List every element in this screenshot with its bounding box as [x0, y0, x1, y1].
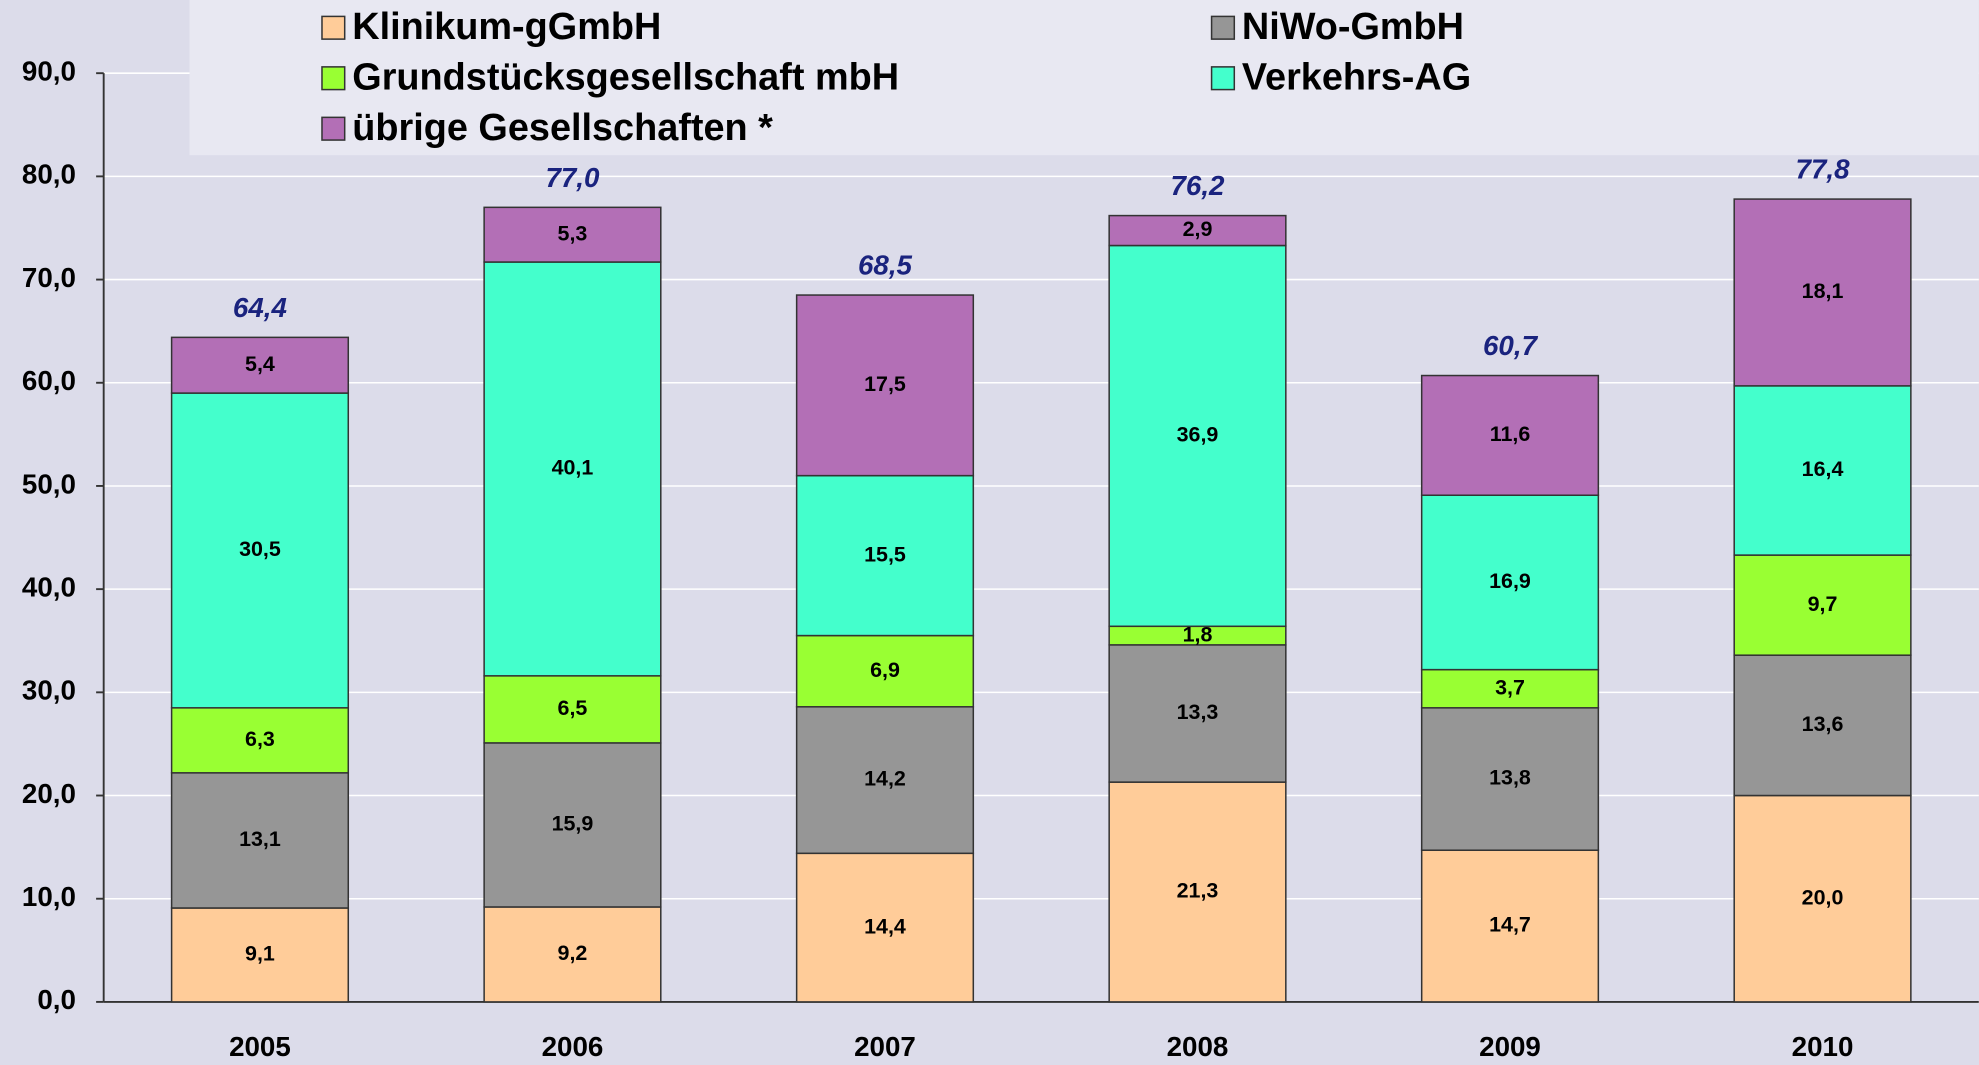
legend-swatch	[321, 116, 346, 141]
bar-segment	[1108, 244, 1287, 628]
data-label: 40,1	[552, 456, 594, 480]
data-label: 6,3	[245, 727, 275, 751]
data-label: 13,8	[1489, 766, 1531, 790]
y-tick-label: 0,0	[37, 984, 76, 1015]
legend-swatch	[321, 15, 346, 40]
legend-label: Klinikum-gGmbH	[352, 6, 661, 48]
y-tick-label: 10,0	[22, 881, 76, 912]
data-label: 18,1	[1802, 279, 1844, 303]
data-label: 13,3	[1177, 700, 1219, 724]
bar-segment	[795, 706, 975, 855]
legend-label: übrige Gesellschaften *	[352, 107, 773, 149]
data-label: 30,5	[239, 537, 281, 561]
bar-segment	[170, 707, 350, 774]
x-tick-label: 2007	[854, 1031, 916, 1062]
total-label: 60,7	[1483, 330, 1539, 361]
bar-segment	[483, 206, 662, 263]
x-tick-label: 2009	[1479, 1031, 1541, 1062]
total-label: 64,4	[233, 292, 287, 323]
data-label: 15,5	[864, 542, 906, 566]
legend-label: NiWo-GmbH	[1242, 6, 1464, 48]
bar-segment	[1108, 781, 1287, 1003]
data-label: 13,1	[239, 827, 281, 851]
bar-segment	[1108, 644, 1287, 783]
y-tick-label: 40,0	[22, 571, 76, 602]
y-tick-label: 80,0	[22, 159, 76, 190]
bar-segment	[170, 392, 350, 709]
bar-segment	[170, 336, 350, 394]
y-tick-label: 30,0	[22, 675, 76, 706]
bar-segment	[795, 474, 975, 637]
data-label: 5,3	[558, 221, 588, 245]
bar-segment	[795, 634, 975, 708]
data-label: 11,6	[1490, 422, 1531, 446]
bar-segment	[170, 772, 350, 909]
data-label: 15,9	[552, 812, 594, 836]
data-label: 21,3	[1177, 879, 1219, 903]
x-tick-label: 2005	[229, 1031, 291, 1062]
data-label: 9,2	[558, 941, 588, 965]
data-label: 6,9	[870, 658, 900, 682]
legend-box	[189, 0, 1979, 156]
bar-segment	[1733, 654, 1912, 797]
data-label: 5,4	[245, 352, 275, 376]
bar-segment	[1733, 554, 1912, 656]
data-label: 20,0	[1802, 885, 1844, 909]
bar-segment	[483, 742, 662, 908]
bar-segment	[1420, 374, 1600, 496]
legend-label: Grundstücksgesellschaft mbH	[352, 56, 899, 98]
bar-segment	[483, 675, 662, 744]
bar-segment	[1420, 668, 1600, 709]
x-tick-label: 2010	[1792, 1031, 1854, 1062]
y-tick-label: 50,0	[22, 468, 76, 499]
data-label: 3,7	[1495, 675, 1525, 699]
data-label: 14,4	[864, 914, 906, 938]
total-label: 77,0	[545, 162, 600, 193]
total-label: 77,8	[1796, 154, 1851, 185]
data-label: 36,9	[1177, 423, 1219, 447]
legend-label: Verkehrs-AG	[1242, 56, 1471, 98]
bar-segment	[1733, 198, 1912, 387]
legend-swatch	[321, 66, 346, 91]
y-tick-label: 70,0	[22, 262, 76, 293]
total-label: 68,5	[858, 250, 913, 281]
data-label: 9,7	[1808, 592, 1838, 616]
data-label: 16,9	[1489, 569, 1531, 593]
data-label: 6,5	[558, 696, 588, 720]
data-label: 9,1	[245, 942, 275, 966]
bar-segment	[1420, 849, 1600, 1003]
data-label: 16,4	[1802, 457, 1844, 481]
bar-segment	[1733, 385, 1912, 556]
y-tick-label: 90,0	[22, 56, 76, 87]
bar-segment	[1108, 214, 1287, 247]
data-label: 14,2	[864, 767, 906, 791]
bar-segment	[1420, 494, 1600, 671]
bar-segment	[1733, 794, 1912, 1003]
total-label: 76,2	[1170, 170, 1225, 201]
legend-swatch	[1210, 15, 1236, 40]
x-tick-label: 2008	[1167, 1031, 1229, 1062]
bar-segment	[1420, 707, 1600, 851]
data-label: 13,6	[1802, 712, 1844, 736]
bar-segment	[483, 261, 662, 677]
bar-segment	[795, 294, 975, 477]
bar-segment	[795, 852, 975, 1003]
y-tick-label: 20,0	[22, 778, 76, 809]
data-label: 14,7	[1489, 913, 1531, 937]
legend-swatch	[1210, 66, 1236, 91]
x-tick-label: 2006	[542, 1031, 604, 1062]
data-label: 2,9	[1183, 217, 1213, 241]
y-tick-label: 60,0	[22, 365, 76, 396]
data-label: 17,5	[864, 372, 906, 396]
